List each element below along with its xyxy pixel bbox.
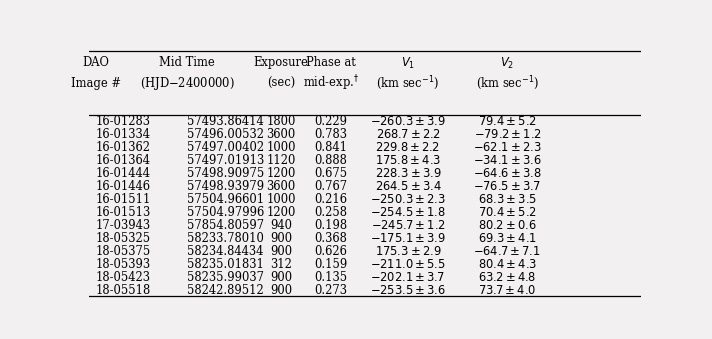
Text: $-76.5 \pm 3.7$: $-76.5 \pm 3.7$	[473, 180, 541, 193]
Text: $-211.0 \pm 5.5$: $-211.0 \pm 5.5$	[370, 258, 446, 271]
Text: Image #: Image #	[70, 77, 120, 90]
Text: 3600: 3600	[266, 128, 295, 141]
Text: Mid Time: Mid Time	[159, 57, 215, 69]
Text: $70.4 \pm 5.2$: $70.4 \pm 5.2$	[478, 206, 536, 219]
Text: 1200: 1200	[266, 206, 295, 219]
Text: $-254.5 \pm 1.8$: $-254.5 \pm 1.8$	[370, 206, 446, 219]
Text: 17-03943: 17-03943	[95, 219, 151, 232]
Text: 58235.01831: 58235.01831	[187, 258, 264, 271]
Text: 16-01283: 16-01283	[95, 115, 151, 128]
Text: mid-exp.$^{\dagger}$: mid-exp.$^{\dagger}$	[303, 74, 359, 93]
Text: 1000: 1000	[266, 193, 295, 206]
Text: 1120: 1120	[266, 154, 295, 167]
Text: 57497.01913: 57497.01913	[187, 154, 264, 167]
Text: 0.229: 0.229	[314, 115, 347, 128]
Text: 0.626: 0.626	[314, 245, 347, 258]
Text: 0.198: 0.198	[314, 219, 347, 232]
Text: (km sec$^{-1}$): (km sec$^{-1}$)	[476, 75, 539, 93]
Text: $229.8 \pm 2.2$: $229.8 \pm 2.2$	[375, 141, 441, 154]
Text: 18-05423: 18-05423	[95, 271, 151, 284]
Text: $80.2 \pm 0.6$: $80.2 \pm 0.6$	[478, 219, 537, 232]
Text: $-250.3 \pm 2.3$: $-250.3 \pm 2.3$	[370, 193, 446, 206]
Text: $69.3 \pm 4.1$: $69.3 \pm 4.1$	[478, 232, 537, 245]
Text: DAO: DAO	[82, 57, 109, 69]
Text: $-260.3 \pm 3.9$: $-260.3 \pm 3.9$	[370, 115, 446, 128]
Text: (sec): (sec)	[267, 77, 295, 90]
Text: 900: 900	[270, 245, 292, 258]
Text: 57498.93979: 57498.93979	[187, 180, 264, 193]
Text: $63.2 \pm 4.8$: $63.2 \pm 4.8$	[478, 271, 536, 284]
Text: 900: 900	[270, 283, 292, 297]
Text: $V_2$: $V_2$	[501, 55, 514, 71]
Text: $175.3 \pm 2.9$: $175.3 \pm 2.9$	[375, 245, 441, 258]
Text: Exposure: Exposure	[253, 57, 308, 69]
Text: 0.675: 0.675	[314, 167, 347, 180]
Text: 57493.86414: 57493.86414	[187, 115, 264, 128]
Text: $-245.7 \pm 1.2$: $-245.7 \pm 1.2$	[371, 219, 445, 232]
Text: $-175.1 \pm 3.9$: $-175.1 \pm 3.9$	[370, 232, 446, 245]
Text: 0.841: 0.841	[314, 141, 347, 154]
Text: 0.368: 0.368	[314, 232, 347, 245]
Text: 16-01444: 16-01444	[95, 167, 151, 180]
Text: 0.135: 0.135	[314, 271, 347, 284]
Text: 1200: 1200	[266, 167, 295, 180]
Text: $73.7 \pm 4.0$: $73.7 \pm 4.0$	[478, 283, 536, 297]
Text: $-64.7 \pm 7.1$: $-64.7 \pm 7.1$	[473, 245, 541, 258]
Text: 57854.80597: 57854.80597	[187, 219, 264, 232]
Text: 940: 940	[270, 219, 292, 232]
Text: 58234.84434: 58234.84434	[187, 245, 263, 258]
Text: $175.8 \pm 4.3$: $175.8 \pm 4.3$	[375, 154, 441, 167]
Text: 57498.90975: 57498.90975	[187, 167, 264, 180]
Text: 58242.89512: 58242.89512	[187, 283, 264, 297]
Text: 0.159: 0.159	[314, 258, 347, 271]
Text: 312: 312	[270, 258, 292, 271]
Text: 3600: 3600	[266, 180, 295, 193]
Text: 57504.96601: 57504.96601	[187, 193, 264, 206]
Text: 0.258: 0.258	[314, 206, 347, 219]
Text: 16-01334: 16-01334	[95, 128, 151, 141]
Text: (km sec$^{-1}$): (km sec$^{-1}$)	[377, 75, 439, 93]
Text: 0.767: 0.767	[314, 180, 347, 193]
Text: 1000: 1000	[266, 141, 295, 154]
Text: 0.888: 0.888	[314, 154, 347, 167]
Text: $-64.6 \pm 3.8$: $-64.6 \pm 3.8$	[473, 167, 542, 180]
Text: 18-05393: 18-05393	[95, 258, 151, 271]
Text: $-79.2 \pm 1.2$: $-79.2 \pm 1.2$	[473, 128, 541, 141]
Text: $268.7 \pm 2.2$: $268.7 \pm 2.2$	[375, 128, 440, 141]
Text: 57496.00532: 57496.00532	[187, 128, 264, 141]
Text: $-62.1 \pm 2.3$: $-62.1 \pm 2.3$	[473, 141, 542, 154]
Text: Phase at: Phase at	[305, 57, 355, 69]
Text: 18-05375: 18-05375	[95, 245, 151, 258]
Text: 900: 900	[270, 271, 292, 284]
Text: $68.3 \pm 3.5$: $68.3 \pm 3.5$	[478, 193, 537, 206]
Text: 0.216: 0.216	[314, 193, 347, 206]
Text: 16-01362: 16-01362	[95, 141, 151, 154]
Text: (HJD$-$2400000): (HJD$-$2400000)	[140, 75, 235, 92]
Text: 900: 900	[270, 232, 292, 245]
Text: $-202.1 \pm 3.7$: $-202.1 \pm 3.7$	[370, 271, 446, 284]
Text: $80.4 \pm 4.3$: $80.4 \pm 4.3$	[478, 258, 537, 271]
Text: 18-05325: 18-05325	[95, 232, 151, 245]
Text: 1800: 1800	[266, 115, 295, 128]
Text: 0.273: 0.273	[314, 283, 347, 297]
Text: 16-01364: 16-01364	[95, 154, 151, 167]
Text: 58235.99037: 58235.99037	[187, 271, 264, 284]
Text: 57504.97996: 57504.97996	[187, 206, 264, 219]
Text: $228.3 \pm 3.9$: $228.3 \pm 3.9$	[375, 167, 441, 180]
Text: $V_1$: $V_1$	[401, 55, 415, 71]
Text: 16-01513: 16-01513	[95, 206, 151, 219]
Text: 16-01446: 16-01446	[95, 180, 151, 193]
Text: $-253.5 \pm 3.6$: $-253.5 \pm 3.6$	[370, 283, 446, 297]
Text: $79.4 \pm 5.2$: $79.4 \pm 5.2$	[478, 115, 536, 128]
Text: 0.783: 0.783	[314, 128, 347, 141]
Text: $264.5 \pm 3.4$: $264.5 \pm 3.4$	[375, 180, 441, 193]
Text: 16-01511: 16-01511	[95, 193, 151, 206]
Text: 18-05518: 18-05518	[95, 283, 151, 297]
Text: 57497.00402: 57497.00402	[187, 141, 264, 154]
Text: $-34.1 \pm 3.6$: $-34.1 \pm 3.6$	[473, 154, 542, 167]
Text: 58233.78010: 58233.78010	[187, 232, 264, 245]
